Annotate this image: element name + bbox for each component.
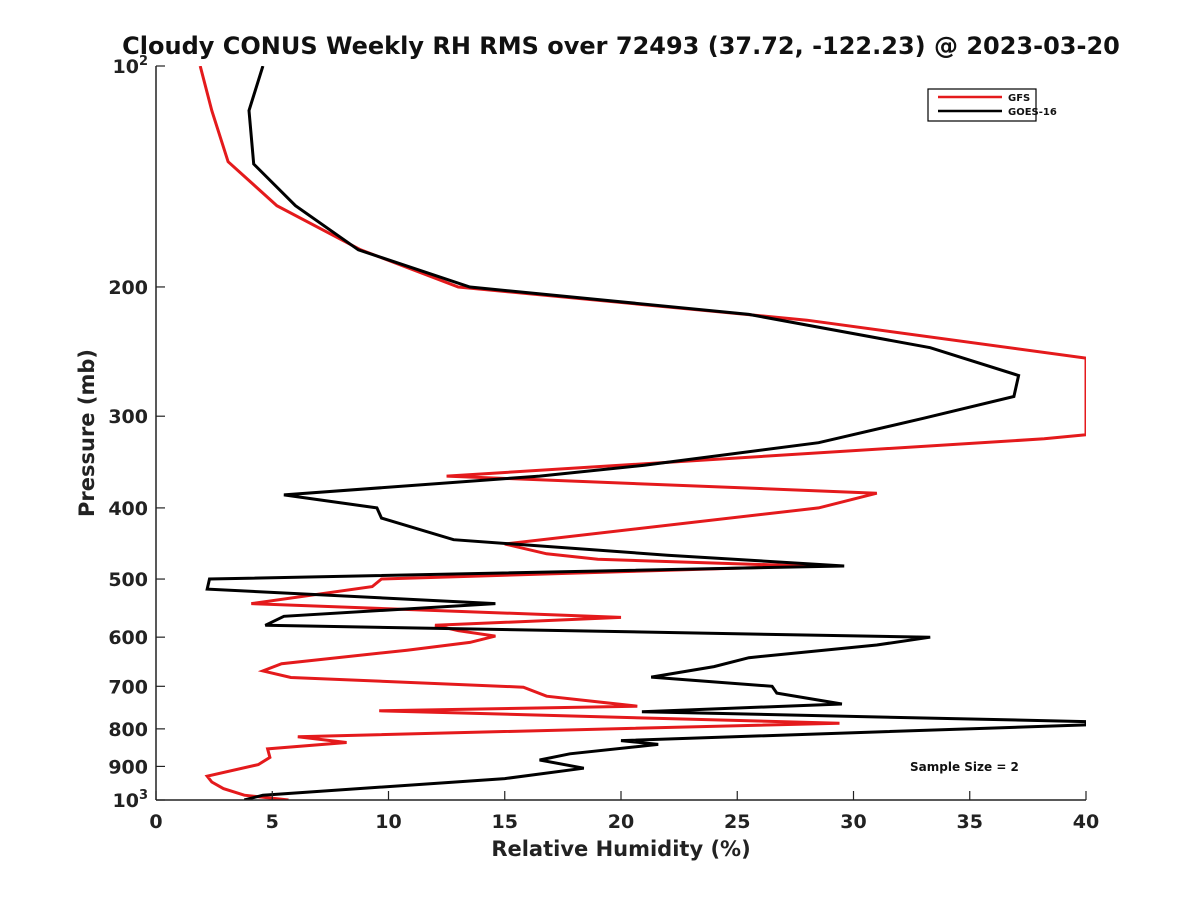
series-line-goes-16 — [205, 66, 1086, 800]
x-tick-label: 40 — [1073, 811, 1099, 833]
y-tick-label: 300 — [108, 406, 148, 428]
x-axis-label: Relative Humidity (%) — [491, 837, 750, 861]
sample-size-annotation: Sample Size = 2 — [910, 760, 1019, 774]
y-tick-label: 800 — [108, 719, 148, 741]
y-axis-label: Pressure (mb) — [75, 349, 99, 517]
y-tick-label: 103 — [113, 788, 149, 812]
y-tick-label: 600 — [108, 627, 148, 649]
y-tick-label: 700 — [108, 676, 148, 698]
series-layer — [198, 66, 1086, 800]
y-tick-label: 900 — [108, 756, 148, 778]
y-tick-label: 200 — [108, 277, 148, 299]
y-tick-label: 102 — [113, 54, 149, 78]
chart-title: Cloudy CONUS Weekly RH RMS over 72493 (3… — [122, 32, 1120, 60]
y-tick-label: 400 — [108, 498, 148, 520]
x-tick-label: 15 — [492, 811, 518, 833]
axes-layer: 0 5 10 15 20 25 30 35 40 102 200 300 400 500 600 700 800… — [108, 54, 1099, 833]
x-tick-label: 10 — [375, 811, 401, 833]
x-tick-label: 5 — [266, 811, 279, 833]
legend-label-gfs: GFS — [1008, 93, 1030, 104]
legend: GFS GOES-16 — [927, 88, 1057, 122]
x-tick-label: 35 — [957, 811, 983, 833]
y-tick-label: 500 — [108, 569, 148, 591]
x-tick-label: 25 — [724, 811, 750, 833]
legend-box — [927, 88, 1037, 122]
x-tick-label: 20 — [608, 811, 634, 833]
x-tick-label: 30 — [840, 811, 866, 833]
legend-label-goes-16: GOES-16 — [1008, 107, 1057, 118]
x-tick-label: 0 — [149, 811, 162, 833]
